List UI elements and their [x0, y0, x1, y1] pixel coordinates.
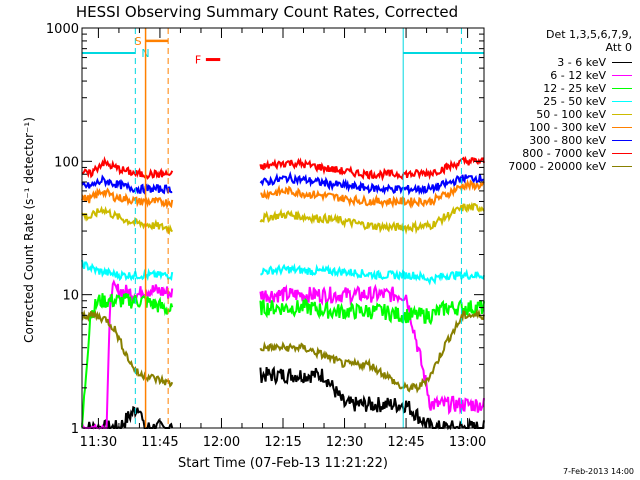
legend-swatch [612, 114, 632, 115]
legend-item: 800 - 7000 keV [522, 147, 632, 160]
y-tick-label: 10 [62, 289, 79, 304]
series-line [259, 170, 485, 196]
legend-attenuator: Att 0 [605, 41, 632, 54]
x-tick-label: 11:45 [141, 435, 178, 450]
timestamp: 7-Feb-2013 14:00 [563, 467, 634, 476]
legend-swatch [612, 101, 632, 102]
legend-item: 6 - 12 keV [550, 69, 632, 82]
legend-swatch [612, 153, 632, 154]
y-axis-label: Corrected Count Rate (s⁻¹ detector⁻¹) [22, 117, 36, 343]
axis-layer: 1 10 100 1000 11:30 11:45 12:00 12:15 12:30 12:45… [46, 22, 486, 450]
legend-swatch [612, 140, 632, 141]
series-line [81, 205, 174, 236]
flare-label: F [195, 54, 201, 67]
x-tick-label: 12:15 [264, 435, 301, 450]
series-line [259, 283, 485, 416]
y-tick-label: 1000 [46, 22, 79, 37]
series-line [81, 187, 174, 210]
legend-detectors: Det 1,3,5,6,7,9, [545, 28, 632, 41]
legend-swatch [612, 62, 632, 63]
series-line [259, 297, 485, 326]
x-tick-label: 12:45 [387, 435, 424, 450]
legend-item: 12 - 25 keV [543, 82, 632, 95]
legend-item: 7000 - 20000 keV [508, 160, 632, 173]
y-tick-label: 1 [71, 422, 79, 437]
legend-item: 300 - 800 keV [529, 134, 632, 147]
legend-header: Det 1,3,5,6,7,9, Att 0 [546, 28, 632, 54]
legend-item-label: 3 - 6 keV [557, 56, 606, 69]
series-line [81, 155, 174, 180]
legend-item: 25 - 50 keV [543, 95, 632, 108]
series-line [260, 262, 485, 286]
series-line [260, 178, 485, 209]
x-axis-label: Start Time (07-Feb-13 11:21:22) [178, 456, 388, 471]
series-layer [81, 155, 485, 431]
legend-item-label: 100 - 300 keV [529, 121, 606, 134]
legend-item-label: 12 - 25 keV [543, 82, 606, 95]
legend-swatch [612, 166, 632, 167]
chart-title: HESSI Observing Summary Count Rates, Cor… [76, 3, 458, 21]
legend-item: 3 - 6 keV [557, 56, 632, 69]
series-line [259, 308, 485, 394]
y-tick-label: 100 [54, 155, 79, 170]
annotation-layer: NSF [82, 28, 484, 428]
legend-item-label: 7000 - 20000 keV [508, 160, 606, 173]
series-line [81, 259, 174, 282]
legend-swatch [612, 75, 632, 76]
series-line [81, 293, 174, 428]
legend-item-label: 50 - 100 keV [536, 108, 606, 121]
legend-swatch [612, 88, 632, 89]
legend-swatch [612, 127, 632, 128]
legend-item-label: 800 - 7000 keV [522, 147, 606, 160]
series-line [259, 155, 485, 182]
x-tick-label: 12:00 [203, 435, 240, 450]
legend-item-label: 300 - 800 keV [529, 134, 606, 147]
x-tick-label: 11:30 [80, 435, 117, 450]
legend-item-label: 25 - 50 keV [543, 95, 606, 108]
series-line [259, 201, 485, 235]
legend-item-label: 6 - 12 keV [550, 69, 606, 82]
saa-label: S [135, 35, 142, 48]
series-line [81, 174, 173, 196]
series-line [259, 365, 485, 431]
series-line [81, 309, 174, 388]
x-tick-label: 12:30 [326, 435, 363, 450]
legend-item: 50 - 100 keV [536, 108, 632, 121]
legend-item: 100 - 300 keV [529, 121, 632, 134]
x-tick-label: 13:00 [449, 435, 486, 450]
